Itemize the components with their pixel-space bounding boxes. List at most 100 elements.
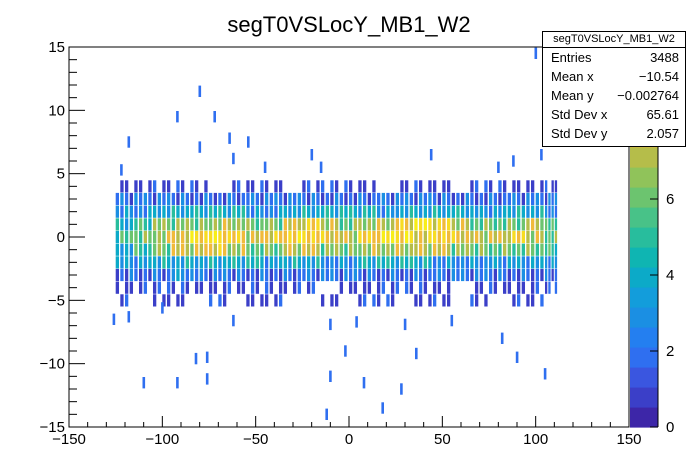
bin-cell <box>391 256 395 269</box>
bin-cell <box>475 268 479 282</box>
bin-cell <box>512 268 516 282</box>
bin-cell <box>185 268 189 282</box>
bin-cell <box>535 256 539 269</box>
bin-cell <box>405 205 409 218</box>
bin-cell <box>395 192 399 206</box>
bin-cell <box>171 281 175 294</box>
bin-cell <box>531 192 535 206</box>
bin-cell <box>195 180 199 193</box>
bin-cell <box>521 230 525 244</box>
bin-cell <box>484 192 488 206</box>
bin-cell-sparse <box>205 373 209 385</box>
bin-cell <box>489 243 493 256</box>
bin-cell <box>195 243 199 256</box>
bin-cell <box>190 230 194 244</box>
bin-cell <box>330 192 334 206</box>
bin-cell <box>503 218 507 231</box>
bin-cell <box>395 256 399 269</box>
bin-cell <box>423 192 427 206</box>
bin-cell <box>134 268 138 282</box>
bin-cell <box>246 294 250 307</box>
bin-cell <box>148 256 152 269</box>
bin-cell <box>419 192 423 206</box>
bin-cell <box>344 268 348 282</box>
bin-cell <box>521 281 525 294</box>
bin-cell <box>307 268 311 282</box>
bin-cell <box>176 256 180 269</box>
bin-cell <box>447 205 451 218</box>
bin-cell <box>475 243 479 256</box>
bin-cell <box>540 256 544 269</box>
bin-cell <box>545 192 548 206</box>
bin-cell <box>143 192 147 206</box>
bin-cell <box>381 230 385 244</box>
bin-cell <box>470 205 474 218</box>
bin-cell <box>442 180 446 193</box>
bin-cell <box>139 243 143 256</box>
bin-cell <box>358 268 362 282</box>
bin-cell <box>223 218 227 231</box>
bin-cell <box>316 268 320 282</box>
bin-cell <box>335 268 339 282</box>
x-tick-label: −150 <box>52 431 86 448</box>
bin-cell <box>255 256 259 269</box>
bin-cell <box>199 256 203 269</box>
bin-cell <box>433 180 437 193</box>
bin-cell <box>279 180 283 193</box>
bin-cell <box>400 180 404 193</box>
x-tick-label: −50 <box>243 431 268 448</box>
bin-cell <box>489 192 493 206</box>
bin-cell <box>391 230 395 244</box>
bin-cell <box>540 218 544 231</box>
bin-cell <box>554 268 558 282</box>
bin-cell <box>531 294 535 307</box>
bin-cell <box>153 180 157 193</box>
stats-row-std-x: Std Dev x 65.61 <box>551 107 679 122</box>
bin-cell-sparse <box>429 149 433 161</box>
bin-cell <box>548 218 551 231</box>
bin-cell <box>363 218 367 231</box>
bin-cell <box>195 205 199 218</box>
bin-cell <box>218 230 222 244</box>
bin-cell <box>386 205 390 218</box>
bin-cell <box>139 281 143 294</box>
bin-cell <box>143 268 147 282</box>
bin-cell <box>311 192 315 206</box>
bin-cell <box>349 281 353 294</box>
bin-cell <box>339 192 343 206</box>
bin-cell <box>498 243 502 256</box>
bin-cell <box>297 268 301 282</box>
bin-cell <box>181 205 185 218</box>
bin-cell <box>181 218 185 231</box>
bin-cell <box>456 256 460 269</box>
bin-cell <box>344 230 348 244</box>
bin-cell <box>526 180 530 193</box>
bin-cell <box>125 192 129 206</box>
bin-cell <box>181 268 185 282</box>
bin-cell <box>330 205 334 218</box>
bin-cell <box>470 268 474 282</box>
bin-cell <box>548 268 551 282</box>
bin-cell <box>195 268 199 282</box>
bin-cell <box>363 294 367 307</box>
bin-cell <box>195 230 199 244</box>
stats-box-title: segT0VSLocY_MB1_W2 <box>543 32 685 48</box>
bin-cell <box>311 281 315 294</box>
bin-cell <box>391 205 395 218</box>
bin-cell <box>223 230 227 244</box>
bin-cell <box>517 180 521 193</box>
bin-cell <box>484 218 488 231</box>
bin-cell-sparse <box>194 352 198 365</box>
bin-cell <box>171 230 175 244</box>
bin-cell <box>223 192 227 206</box>
bin-cell <box>120 243 124 256</box>
bin-cell <box>288 230 292 244</box>
bin-cell <box>400 218 404 231</box>
bin-cell <box>171 268 175 282</box>
bin-cell <box>461 268 465 282</box>
bin-cell <box>433 243 437 256</box>
bin-cell <box>195 281 199 294</box>
bin-cell <box>409 256 413 269</box>
bin-cell-sparse <box>232 152 235 165</box>
bin-cell <box>125 268 129 282</box>
